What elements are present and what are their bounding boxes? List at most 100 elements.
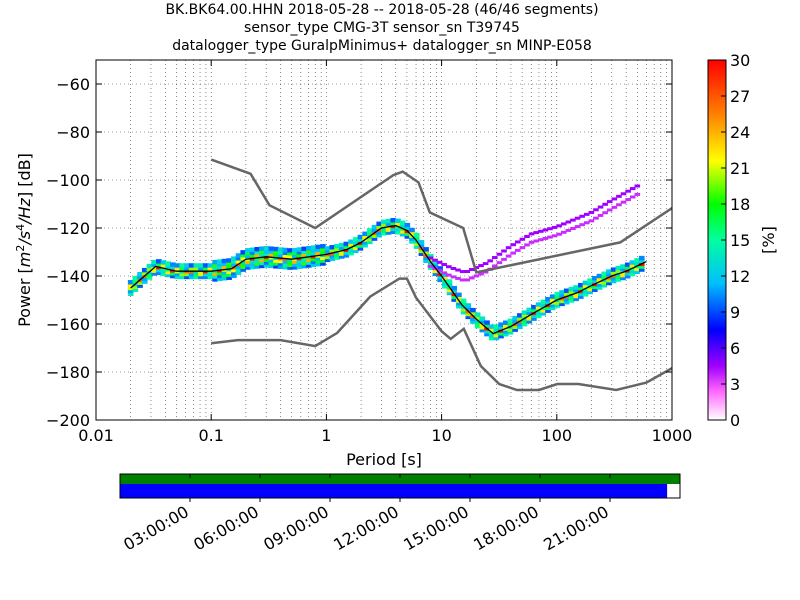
psd-cell	[315, 259, 322, 264]
psd-cell	[390, 229, 397, 234]
psd-cell	[592, 278, 598, 284]
psd-cell	[437, 277, 443, 283]
psd-cell	[226, 263, 232, 269]
psd-cell	[493, 332, 500, 338]
psd-cell	[212, 262, 218, 268]
psd-cell	[301, 258, 307, 263]
psd-cell	[385, 221, 392, 227]
psd-cell	[146, 266, 153, 272]
psd-cell	[240, 264, 247, 269]
psd-cell	[273, 249, 279, 255]
psd-cell	[484, 320, 490, 325]
psd-outlier-cell	[528, 240, 535, 244]
psd-cell	[442, 275, 448, 280]
psd-cell	[620, 272, 626, 278]
psd-cell	[638, 267, 645, 272]
colorbar-tick-label: 27	[730, 87, 750, 106]
psd-cell	[291, 262, 298, 267]
psd-cell	[245, 265, 251, 270]
psd-outlier-cell	[560, 230, 567, 234]
psd-cell	[160, 271, 167, 277]
psd-cell	[221, 273, 228, 278]
psd-cell	[432, 260, 439, 265]
psd-cell	[587, 286, 593, 292]
psd-cell	[202, 266, 209, 271]
psd-outlier-cell	[547, 227, 553, 231]
psd-cell	[146, 263, 153, 269]
psd-cell	[156, 262, 162, 267]
psd-cell	[474, 312, 481, 317]
psd-cell	[563, 300, 570, 305]
psd-outlier-cell	[634, 184, 641, 188]
grid-lines	[95, 60, 672, 420]
psd-cell	[231, 262, 237, 267]
psd-cell	[254, 249, 261, 255]
psd-cell	[568, 295, 575, 300]
psd-cell	[310, 259, 317, 265]
psd-cell	[601, 280, 608, 285]
psd-cell	[592, 287, 598, 292]
plot-frame	[95, 59, 673, 421]
psd-cell	[282, 259, 289, 264]
psd-cell	[615, 265, 622, 271]
psd-cell	[395, 221, 401, 226]
psd-cell	[442, 284, 448, 289]
psd-cell	[249, 261, 256, 267]
timeline-tick-label: 09:00:00	[260, 502, 332, 554]
psd-cell	[367, 236, 373, 242]
psd-cell	[226, 272, 232, 278]
psd-cell	[559, 293, 565, 298]
psd-cell	[287, 262, 293, 268]
timeline-tick-label: 12:00:00	[330, 502, 402, 554]
timeline-tick-label: 18:00:00	[470, 502, 542, 554]
psd-cell	[540, 299, 547, 305]
psd-cell	[249, 253, 256, 258]
psd-outlier-cell	[579, 214, 585, 218]
psd-cell	[170, 265, 176, 270]
psd-cell	[568, 289, 575, 295]
data-coverage-bar	[120, 474, 680, 484]
psd-cell	[268, 257, 275, 263]
psd-outlier-cell	[570, 226, 576, 230]
psd-cell	[488, 324, 495, 329]
psd-cell	[179, 266, 186, 271]
psd-cell	[451, 294, 458, 299]
psd-cell	[174, 263, 181, 268]
low-noise-model-line	[211, 277, 672, 392]
psd-cell	[352, 245, 359, 251]
psd-cell	[371, 227, 378, 233]
psd-cell	[427, 262, 434, 268]
psd-cell	[460, 301, 467, 306]
psd-cell	[512, 318, 518, 324]
psd-cell	[488, 327, 495, 332]
psd-cell	[498, 331, 504, 336]
psd-outlier-cell	[602, 202, 608, 206]
psd-outlier-cell	[455, 276, 461, 280]
psd-cell	[231, 259, 237, 264]
psd-cell	[235, 259, 242, 264]
psd-cell	[446, 282, 453, 287]
psd-cell	[179, 263, 186, 268]
psd-cell	[531, 307, 537, 313]
psd-outlier-cell	[537, 238, 544, 242]
psd-cell	[634, 266, 640, 272]
psd-cell	[231, 256, 237, 261]
psd-cell	[559, 301, 565, 307]
psd-outlier-cell	[432, 258, 438, 262]
psd-cell	[404, 222, 411, 228]
psd-cell	[479, 327, 486, 333]
psd-cell	[141, 279, 148, 284]
psd-outlier-cell	[565, 228, 572, 232]
psd-outlier-cell	[625, 198, 631, 202]
psd-cell	[371, 224, 378, 230]
psd-cell	[517, 316, 523, 321]
psd-cell	[296, 261, 303, 267]
data-coverage-timeline: 03:00:0006:00:0009:00:0012:00:0015:00:00…	[119, 473, 681, 554]
psd-outlier-cell	[505, 246, 512, 250]
psd-cell	[634, 269, 640, 274]
psd-cell	[277, 261, 284, 267]
psd-cell	[165, 269, 171, 275]
psd-cell	[282, 253, 289, 258]
psd-cell	[470, 307, 476, 313]
psd-cell	[320, 244, 326, 249]
